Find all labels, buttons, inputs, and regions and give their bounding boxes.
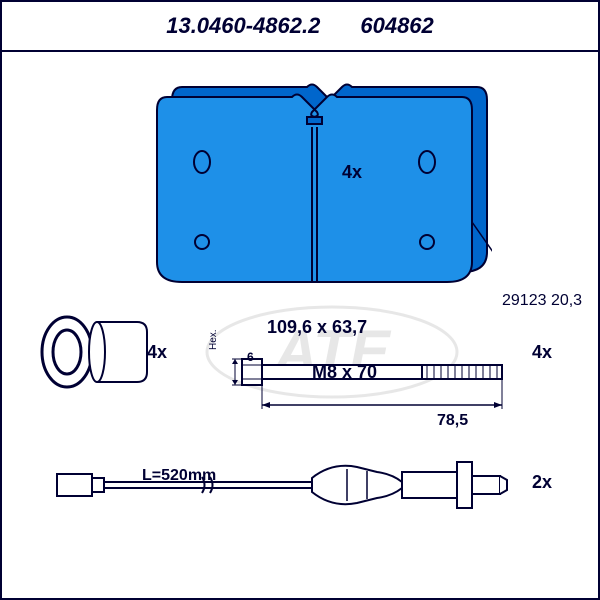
bolt-length: 78,5: [437, 412, 468, 430]
bolt-quantity: 4x: [532, 342, 552, 363]
sensor-drawing: [52, 452, 512, 522]
brake-pad-quantity: 4x: [342, 162, 362, 183]
brake-pad-reference: 29123 20,3: [502, 292, 582, 310]
brake-pad-drawing: [152, 72, 492, 292]
sensor-length: L=520mm: [142, 467, 216, 485]
bolt-thread-spec: M8 x 70: [312, 362, 377, 383]
brake-pad-dimensions: 109,6 x 63,7: [267, 317, 367, 338]
bushing-quantity: 4x: [147, 342, 167, 363]
part-number-short: 604862: [360, 13, 433, 39]
bolt-hex-size: 6: [247, 350, 254, 364]
diagram-area: ATE 4x 29123 20,3 10: [2, 52, 598, 600]
part-number-full: 13.0460-4862.2: [166, 13, 320, 39]
header-bar: 13.0460-4862.2 604862: [2, 2, 598, 52]
sensor-quantity: 2x: [532, 472, 552, 493]
diagram-container: 13.0460-4862.2 604862 ATE: [0, 0, 600, 600]
bolt-hex-label: Hex.: [208, 329, 219, 350]
